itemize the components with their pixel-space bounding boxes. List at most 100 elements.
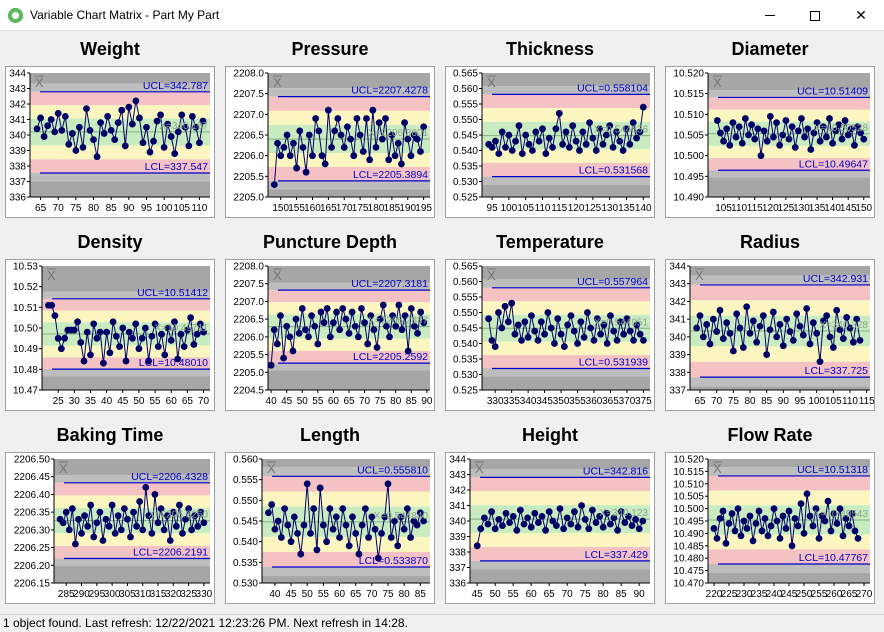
chart-panel-thickness[interactable]: Thickness X 0.565 0.560 0.555 0.550 0.545 0.540…: [440, 31, 660, 224]
data-point: [581, 516, 589, 523]
data-point: [420, 123, 428, 131]
chart-panel-length[interactable]: Length X 0.560 0.555 0.550 0.545 0.540 0.535 0.5…: [220, 417, 440, 610]
chart-area[interactable]: X 10.520 10.515 10.510 10.505 10.500 10.495 10.…: [665, 452, 875, 604]
data-point: [639, 517, 647, 525]
chart-panel-height[interactable]: Height X 344 343 342 341 340 339 338 337 336 45 50 55…: [440, 417, 660, 610]
data-point: [788, 123, 796, 131]
chart-area[interactable]: X 0.565 0.560 0.555 0.550 0.545 0.540 0.535 0.53…: [445, 259, 655, 411]
data-point: [502, 509, 510, 517]
data-point: [283, 131, 291, 139]
y-tick-label: 0.550: [453, 115, 478, 126]
data-point: [191, 512, 199, 520]
data-point: [737, 532, 745, 540]
data-point: [729, 347, 737, 355]
chart-area[interactable]: X 10.53 10.52 10.51 10.50 10.49 10.48 10.47 25 30…: [5, 259, 215, 411]
data-point: [851, 141, 858, 149]
center-label: X=0.544951: [594, 317, 649, 328]
data-point: [842, 515, 850, 522]
data-point: [145, 357, 153, 365]
data-point: [719, 507, 727, 515]
chart-area[interactable]: X 336 337 338 339 340 341 342 343 344 65 70 75 80 85 90…: [5, 66, 215, 218]
data-point: [542, 150, 550, 157]
chart-area[interactable]: X 2208.0 2207.5 2207.0 2206.5 2206.0 2205.5 220…: [225, 66, 435, 218]
data-point: [413, 135, 421, 143]
minimize-button[interactable]: [747, 0, 793, 31]
zone-lower-yellow: [262, 536, 430, 552]
chart-area[interactable]: X 2206.50 2206.45 2206.40 2206.35 2206.30 2206…: [5, 452, 215, 604]
data-point: [68, 130, 76, 137]
chart-panel-weight[interactable]: Weight X 336 337 338 339 340 341 342 343 344 65 70 75…: [0, 31, 220, 224]
y-tick-label: 10.520: [673, 69, 704, 80]
x-tick-label: 55: [318, 589, 330, 600]
data-point: [749, 317, 757, 325]
chart-area[interactable]: X 10.520 10.515 10.510 10.505 10.500 10.495 10.…: [665, 66, 875, 218]
x-tick-label: 80: [744, 396, 756, 407]
data-point: [522, 131, 530, 139]
center-label: X=2206.3801: [368, 128, 428, 139]
data-point: [807, 146, 815, 153]
data-point: [504, 318, 512, 326]
chart-panel-density[interactable]: Density X 10.53 10.52 10.51 10.50 10.49 10.48 10…: [0, 224, 220, 417]
data-point: [37, 114, 44, 122]
chart-panel-baking-time[interactable]: Baking Time X 2206.50 2206.45 2206.40 2206.35…: [0, 417, 220, 610]
zone-lower-out-inner: [30, 173, 210, 182]
data-point: [294, 530, 301, 537]
x-tick-label: 145: [840, 203, 857, 214]
chart-area[interactable]: X 2208.0 2207.5 2207.0 2206.5 2206.0 2205.5 220…: [225, 259, 435, 411]
chart-area[interactable]: X 344 343 342 341 340 339 338 337 336 45 50 55 60 65 70…: [445, 452, 655, 604]
ucl-label: UCL=2207.3181: [351, 278, 428, 290]
data-point: [809, 522, 817, 530]
data-point: [567, 520, 575, 528]
data-point: [303, 480, 311, 488]
data-point: [136, 498, 144, 505]
chart-area[interactable]: X 0.565 0.560 0.555 0.550 0.545 0.540 0.535 0.53…: [445, 66, 655, 218]
data-point: [286, 152, 294, 160]
y-tick-label: 10.495: [673, 517, 704, 528]
chart-area[interactable]: X 344 343 342 341 340 339 338 337 65 70 75 80 85 90 95 1…: [665, 259, 875, 411]
data-point: [521, 318, 529, 326]
data-point: [822, 133, 830, 141]
y-tick-label: 338: [669, 368, 686, 379]
y-tick-label: 0.530: [453, 177, 478, 188]
chart-area[interactable]: X 0.560 0.555 0.550 0.545 0.540 0.535 0.530 40 45…: [225, 452, 435, 604]
data-point: [397, 513, 405, 521]
data-point: [413, 521, 421, 529]
chart-title: Radius: [739, 232, 800, 252]
data-point: [336, 326, 344, 334]
x-tick-label: 85: [106, 203, 118, 214]
data-point: [491, 343, 499, 350]
y-tick-label: 10.52: [13, 282, 38, 293]
data-point: [553, 522, 560, 530]
zone-upper-red: [30, 91, 210, 106]
zone-lower-out: [262, 576, 430, 583]
chart-panel-diameter[interactable]: Diameter X 10.520 10.515 10.510 10.505 10.500 1…: [660, 31, 880, 224]
ucl-label: UCL=342.816: [583, 465, 648, 477]
x-tick-label: 300: [104, 589, 121, 600]
x-tick-label: 70: [53, 203, 65, 214]
data-point: [816, 358, 824, 366]
chart-panel-temperature[interactable]: Temperature X 0.565 0.560 0.555 0.550 0.545 0.5…: [440, 224, 660, 417]
x-tick-label: 160: [304, 203, 321, 214]
data-point: [603, 340, 611, 347]
data-point: [514, 321, 522, 329]
data-point: [578, 502, 585, 509]
maximize-button[interactable]: [792, 0, 838, 31]
y-tick-label: 344: [9, 69, 26, 80]
data-point: [87, 501, 95, 509]
data-point: [542, 526, 549, 534]
chart-panel-flow-rate[interactable]: Flow Rate X 10.520 10.515 10.510 10.505 10.500…: [660, 417, 880, 610]
chart-svg: X 336 337 338 339 340 341 342 343 344 65 70 75 80 85 90…: [9, 69, 210, 214]
center-label: X=10.49543: [814, 509, 869, 520]
data-point: [68, 505, 76, 512]
chart-panel-radius[interactable]: Radius X 344 343 342 341 340 339 338 337 65 70 75 80 8…: [660, 224, 880, 417]
chart-panel-pressure[interactable]: Pressure X 2208.0 2207.5 2207.0 2206.5 2206.0 2…: [220, 31, 440, 224]
data-point: [192, 123, 200, 131]
data-point: [613, 337, 621, 344]
data-point: [135, 345, 143, 353]
zone-upper-red: [268, 96, 430, 111]
chart-panel-puncture-depth[interactable]: Puncture Depth X 2208.0 2207.5 2207.0 2206.5 2…: [220, 224, 440, 417]
zone-upper-red: [708, 475, 870, 491]
data-point: [592, 519, 600, 526]
close-button[interactable]: ✕: [838, 0, 884, 31]
